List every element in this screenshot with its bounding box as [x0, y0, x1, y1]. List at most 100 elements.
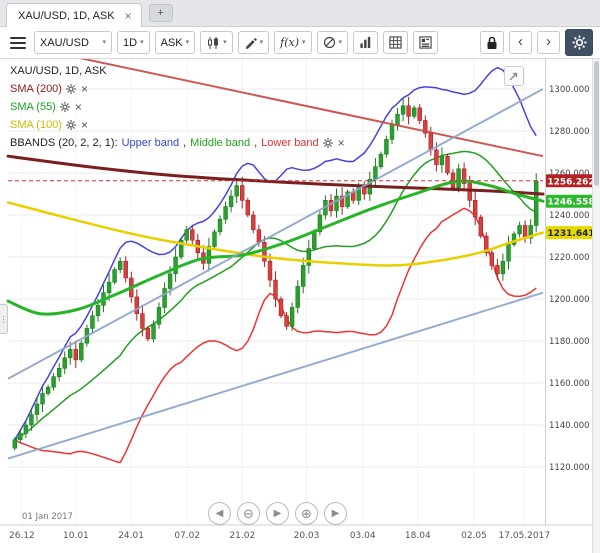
chevron-right-icon: › — [546, 33, 551, 50]
snapshot-button[interactable] — [413, 31, 439, 54]
pan-right-button[interactable]: ▶ — [266, 502, 289, 525]
svg-text:17.05.2017: 17.05.2017 — [499, 531, 551, 541]
svg-text:24.01: 24.01 — [118, 531, 144, 541]
go-to-latest-button[interactable]: ▶ — [324, 502, 347, 525]
zoom-in-button[interactable]: ⊕ — [295, 502, 318, 525]
chevron-down-icon: ▾ — [259, 39, 264, 46]
legend-title-row: XAU/USD, 1D, ASK — [10, 62, 345, 80]
svg-text:1260.000: 1260.000 — [549, 169, 590, 179]
svg-text:03.04: 03.04 — [350, 531, 376, 541]
side-label: ASK — [160, 36, 183, 49]
close-icon[interactable]: × — [80, 82, 88, 96]
instrument-select[interactable]: XAU/USD ▾ — [34, 31, 112, 54]
svg-text:1240.000: 1240.000 — [549, 211, 590, 221]
chevron-down-icon: ▾ — [302, 39, 306, 46]
legend-bbands-row: BBANDS (20, 2, 2, 1): Upper band, Middle… — [10, 136, 345, 150]
chart-type-button[interactable]: ▾ — [200, 31, 233, 54]
indicators-button[interactable]: f(x) ▾ — [274, 31, 312, 54]
svg-text:01 Jan 2017: 01 Jan 2017 — [22, 512, 73, 522]
gear-icon[interactable] — [65, 84, 76, 94]
tab-close-icon[interactable]: × — [124, 8, 132, 23]
instrument-label: XAU/USD — [40, 36, 89, 49]
legend-sma100-row: SMA (100) × — [10, 116, 345, 134]
draw-tools-button[interactable]: ▾ — [237, 31, 270, 54]
svg-text:1220.000: 1220.000 — [549, 253, 590, 263]
svg-text:26.12: 26.12 — [9, 531, 35, 541]
scroll-right-button[interactable]: › — [537, 31, 560, 54]
grid-icon — [389, 36, 402, 49]
gear-icon — [571, 35, 587, 50]
pencil-icon — [245, 37, 257, 49]
side-select[interactable]: ASK ▾ — [154, 31, 196, 54]
bb-lower-label: Lower band — [261, 137, 319, 149]
gear-icon[interactable] — [322, 138, 333, 148]
close-icon[interactable]: × — [337, 136, 345, 150]
close-icon[interactable]: × — [80, 118, 88, 132]
toolbar-right-cluster: ‹ › — [480, 29, 593, 56]
svg-text:1256.262: 1256.262 — [547, 177, 594, 187]
chart-region: 1300.000 1280.000 1260.000 1240.000 1220.000… — [0, 58, 600, 553]
bb-middle-label: Middle band — [190, 137, 251, 149]
sma55-label: SMA (55) — [10, 101, 56, 113]
period-select[interactable]: 1D ▾ — [117, 31, 150, 54]
vertical-scrollbar[interactable] — [592, 58, 600, 553]
candlestick-icon — [208, 36, 219, 49]
grid-settings-button[interactable] — [383, 31, 409, 54]
volume-button[interactable] — [353, 31, 379, 54]
report-icon — [419, 36, 432, 49]
volume-bars-icon — [360, 36, 371, 49]
sma100-label: SMA (100) — [10, 119, 62, 131]
popout-button[interactable] — [504, 66, 524, 86]
svg-text:1180.000: 1180.000 — [549, 337, 590, 347]
svg-text:1160.000: 1160.000 — [549, 379, 590, 389]
svg-text:10.01: 10.01 — [63, 531, 89, 541]
chart-tab[interactable]: XAU/USD, 1D, ASK × — [6, 3, 142, 27]
chevron-left-icon: ‹ — [518, 33, 523, 50]
lock-button[interactable] — [480, 31, 504, 54]
svg-text:1231.641: 1231.641 — [547, 229, 594, 239]
svg-text:20.03: 20.03 — [294, 531, 320, 541]
chart-nav-buttons: ◀ ⊖ ▶ ⊕ ▶ — [208, 502, 347, 525]
svg-text:1140.000: 1140.000 — [549, 421, 590, 431]
chevron-down-icon: ▾ — [140, 39, 144, 46]
new-tab-button[interactable]: + — [148, 4, 173, 22]
svg-text:1120.000: 1120.000 — [549, 463, 590, 473]
gear-icon[interactable] — [59, 102, 70, 112]
bb-upper-label: Upper band — [121, 137, 180, 149]
period-label: 1D — [123, 36, 138, 49]
svg-text:1280.000: 1280.000 — [549, 127, 590, 137]
close-icon[interactable]: × — [74, 100, 82, 114]
svg-text:07.02: 07.02 — [174, 531, 200, 541]
sma200-label: SMA (200) — [10, 83, 62, 95]
circle-slash-icon — [323, 36, 335, 49]
svg-text:1200.000: 1200.000 — [549, 295, 590, 305]
chevron-down-icon: ▾ — [338, 39, 343, 46]
main-menu-button[interactable] — [7, 31, 29, 54]
chevron-down-icon: ▾ — [102, 39, 106, 46]
price-chart[interactable]: 1300.000 1280.000 1260.000 1240.000 1220.000… — [0, 58, 600, 553]
svg-text:21.02: 21.02 — [229, 531, 255, 541]
legend-sma200-row: SMA (200) × — [10, 80, 345, 98]
tab-title: XAU/USD, 1D, ASK — [18, 9, 115, 22]
zoom-out-button[interactable]: ⊖ — [237, 502, 260, 525]
scroll-left-button[interactable]: ‹ — [509, 31, 532, 54]
chevron-down-icon: ▾ — [185, 39, 190, 46]
lock-icon — [487, 36, 497, 49]
chart-legend: XAU/USD, 1D, ASK SMA (200) × SMA (55) × … — [10, 62, 345, 152]
settings-button[interactable] — [565, 29, 593, 56]
menu-icon — [10, 36, 26, 39]
legend-sma55-row: SMA (55) × — [10, 98, 345, 116]
chevron-down-icon: ▾ — [223, 39, 227, 46]
fx-icon: f(x) — [280, 36, 299, 49]
overlay-mode-button[interactable]: ▾ — [316, 31, 349, 54]
svg-text:1300.000: 1300.000 — [549, 85, 590, 95]
svg-text:1246.558: 1246.558 — [547, 198, 594, 208]
scrollbar-thumb[interactable] — [594, 61, 599, 186]
side-panel-grip[interactable]: ⋮ — [0, 304, 8, 334]
gear-icon[interactable] — [65, 120, 76, 130]
legend-title: XAU/USD, 1D, ASK — [10, 65, 107, 77]
pan-left-button[interactable]: ◀ — [208, 502, 231, 525]
svg-text:18.04: 18.04 — [405, 531, 431, 541]
popout-icon — [509, 72, 518, 81]
